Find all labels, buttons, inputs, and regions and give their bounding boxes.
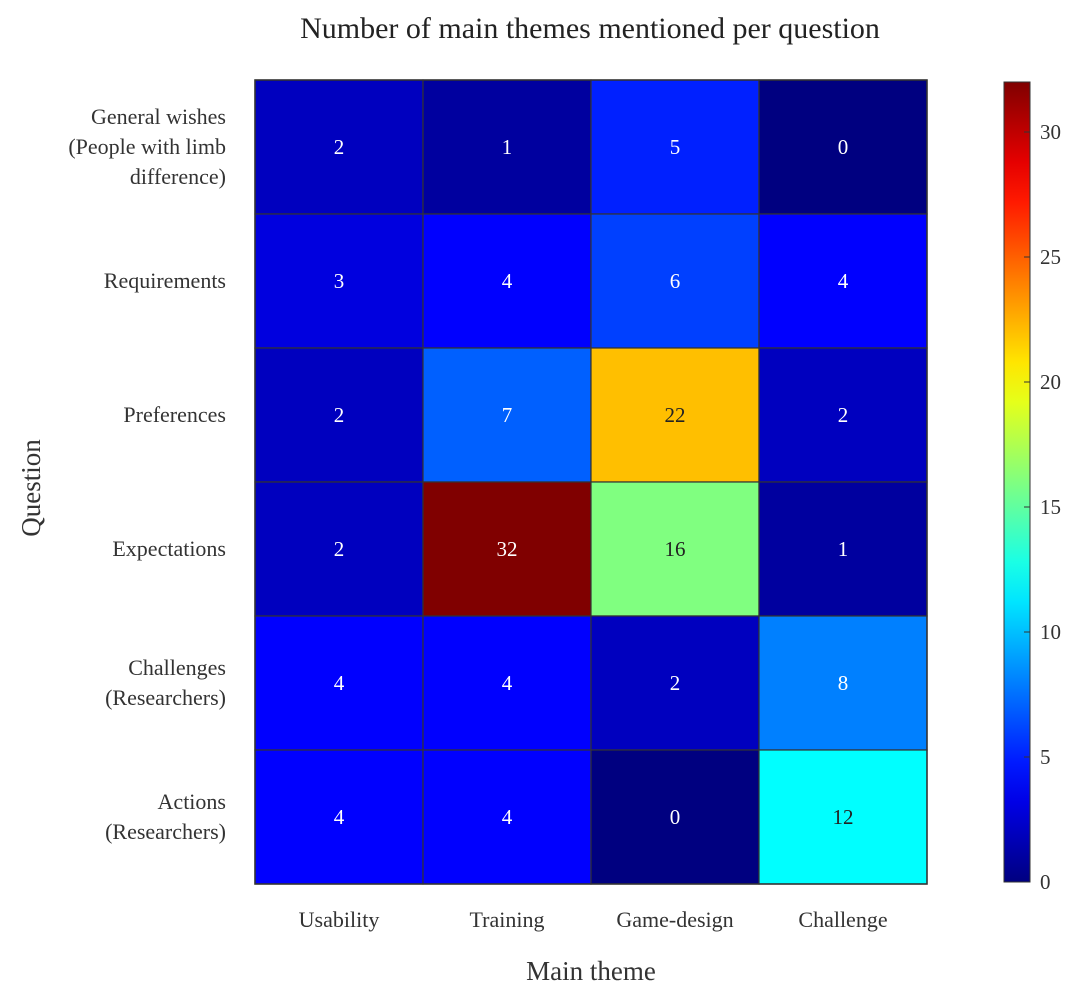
y-tick-label: (People with limb (68, 134, 226, 159)
x-tick-label: Usability (299, 907, 380, 932)
y-tick-label: Actions (158, 789, 226, 814)
cell-value-label: 16 (665, 537, 686, 561)
heatmap-cells: 2 1 5 03 4 6 42 7 22 22 32 16 14 4 2 84 4 0 12 (254, 79, 928, 885)
heatmap-cell (254, 481, 424, 617)
plot-frame (254, 79, 928, 885)
x-tick-labels: Usability Training Game-design Challenge (299, 907, 888, 932)
y-axis-label: Question (16, 439, 46, 537)
cell-value-label: 7 (502, 403, 513, 427)
cell-value-label: 3 (334, 269, 345, 293)
colorbar-tick-label: 5 (1040, 745, 1051, 769)
cell-value-label: 4 (334, 805, 345, 829)
cell-value-label: 4 (838, 269, 849, 293)
heatmap-cell (254, 749, 424, 885)
cell-value-label: 8 (838, 671, 849, 695)
heatmap-cell (254, 615, 424, 751)
cell-value-label: 0 (670, 805, 681, 829)
cell-value-label: 2 (838, 403, 849, 427)
heatmap-cell (422, 615, 592, 751)
y-tick-labels: General wishes (People with limb differenc… (68, 104, 226, 844)
colorbar-gradient (1003, 81, 1031, 883)
cell-value-label: 6 (670, 269, 681, 293)
cell-value-label: 4 (334, 671, 345, 695)
heatmap-cell (590, 481, 760, 617)
colorbar-tick-label: 10 (1040, 620, 1061, 644)
cell-value-label: 4 (502, 671, 513, 695)
y-tick-label: difference) (130, 164, 226, 189)
heatmap-cell (254, 79, 424, 215)
x-tick-label: Training (470, 907, 545, 932)
cell-value-label: 2 (334, 403, 345, 427)
colorbar-tick-label: 0 (1040, 870, 1051, 894)
x-tick-label: Game-design (616, 907, 733, 932)
cell-value-label: 2 (334, 135, 345, 159)
cell-value-label: 4 (502, 805, 513, 829)
cell-value-label: 2 (670, 671, 681, 695)
chart-title: Number of main themes mentioned per ques… (300, 12, 880, 45)
x-axis-label: Main theme (526, 956, 656, 986)
heatmap-cell (758, 615, 928, 751)
colorbar: 0 5 10 15 20 25 30 (1003, 81, 1061, 894)
heatmap-cell (758, 79, 928, 215)
heatmap-cell (422, 347, 592, 483)
colorbar-tick-label: 20 (1040, 370, 1061, 394)
cell-value-label: 0 (838, 135, 849, 159)
cell-value-label: 5 (670, 135, 681, 159)
cell-value-label: 12 (833, 805, 854, 829)
cell-value-label: 1 (502, 135, 513, 159)
colorbar-tick-label: 25 (1040, 245, 1061, 269)
heatmap-cell (422, 749, 592, 885)
colorbar-tick-label: 15 (1040, 495, 1061, 519)
y-tick-label: Preferences (123, 402, 226, 427)
heatmap-cell (422, 213, 592, 349)
y-tick-label: Challenges (128, 655, 226, 680)
colorbar-tick-label: 30 (1040, 120, 1061, 144)
heatmap-cell (590, 615, 760, 751)
heatmap-cell (422, 481, 592, 617)
heatmap-cell (758, 213, 928, 349)
x-tick-label: Challenge (798, 907, 887, 932)
y-tick-label: (Researchers) (105, 819, 226, 844)
cell-value-label: 32 (497, 537, 518, 561)
cell-value-label: 1 (838, 537, 849, 561)
y-tick-label: Requirements (104, 268, 226, 293)
heatmap-cell (254, 213, 424, 349)
cell-value-label: 4 (502, 269, 513, 293)
y-tick-label: Expectations (112, 536, 226, 561)
heatmap-cell (758, 347, 928, 483)
heatmap-cell (758, 481, 928, 617)
heatmap-cell (590, 749, 760, 885)
y-tick-label: General wishes (91, 104, 226, 129)
cell-value-label: 22 (665, 403, 686, 427)
heatmap-cell (422, 79, 592, 215)
y-tick-label: (Researchers) (105, 685, 226, 710)
cell-value-label: 2 (334, 537, 345, 561)
